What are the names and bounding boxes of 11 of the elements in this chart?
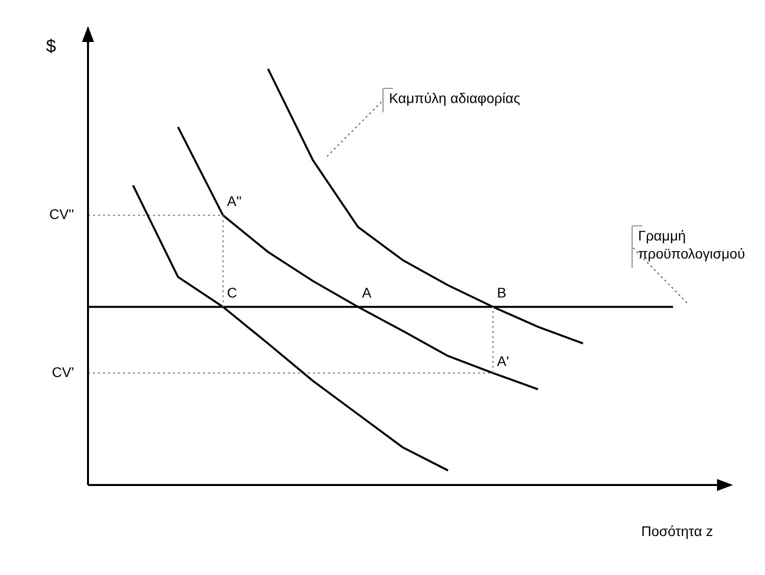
annotation: Γραμμή προϋπολογισμού — [638, 228, 746, 262]
annotation: B — [497, 284, 506, 301]
text: CV' — [52, 364, 74, 380]
annotation: A — [362, 284, 372, 301]
y-axis-title: $ — [46, 36, 56, 56]
annotation: A'' — [227, 193, 242, 210]
x-axis-title: Ποσότητα z — [641, 522, 713, 539]
annotation: C — [227, 284, 238, 301]
annotation: A' — [497, 352, 510, 369]
annotation: Καμπύλη αδιαφορίας — [389, 90, 520, 106]
text: CV'' — [49, 206, 74, 222]
